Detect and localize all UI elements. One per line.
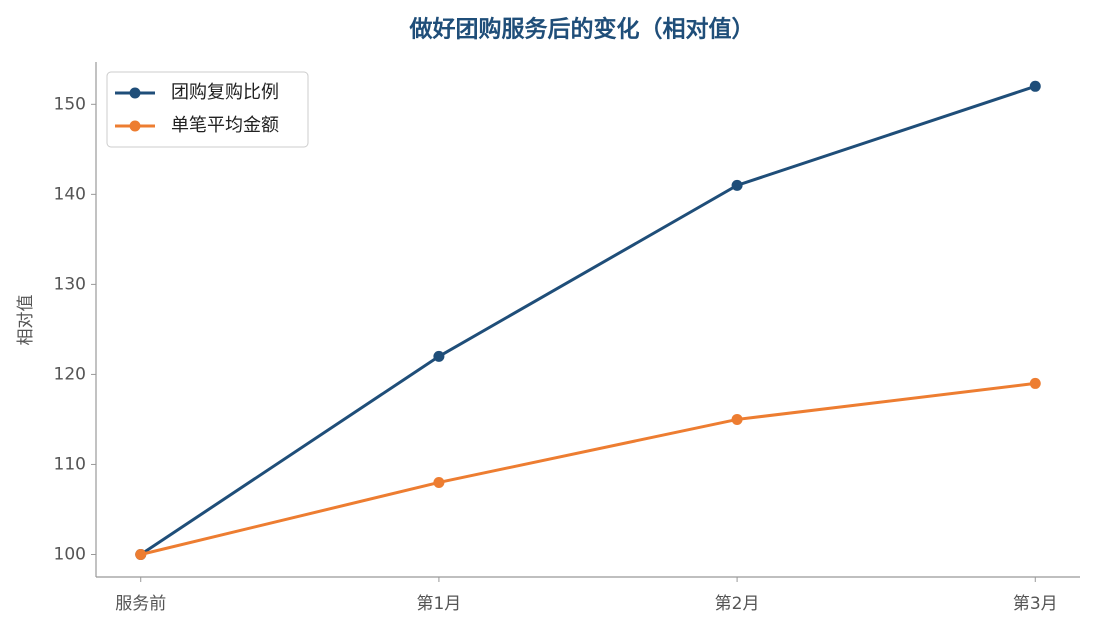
data-point: [135, 548, 147, 560]
y-axis-label: 相对值: [16, 295, 36, 346]
data-point: [1029, 80, 1041, 92]
y-tick-label: 150: [54, 94, 86, 114]
data-point: [433, 350, 445, 362]
legend-marker: [129, 120, 141, 132]
y-tick-label: 110: [54, 454, 86, 474]
legend-label: 团购复购比例: [171, 82, 279, 103]
x-tick-label: 服务前: [115, 594, 166, 614]
data-point: [731, 179, 743, 191]
data-point: [731, 413, 743, 425]
series-line: [139, 84, 1036, 556]
y-tick-label: 100: [54, 544, 86, 564]
legend-box: [106, 71, 309, 148]
y-tick-label: 140: [54, 184, 86, 204]
data-point: [1029, 377, 1041, 389]
legend-label: 单笔平均金额: [171, 115, 279, 136]
legend-marker: [129, 87, 141, 99]
x-tick-label: 第3月: [1013, 594, 1058, 614]
x-tick-label: 第2月: [715, 594, 760, 614]
series-line: [140, 381, 1036, 556]
chart-title: 做好团购服务后的变化（相对值）: [409, 16, 755, 43]
y-tick-label: 130: [54, 274, 86, 294]
y-tick-label: 120: [54, 364, 86, 384]
x-tick-label: 第1月: [416, 594, 461, 614]
data-point: [433, 476, 445, 488]
